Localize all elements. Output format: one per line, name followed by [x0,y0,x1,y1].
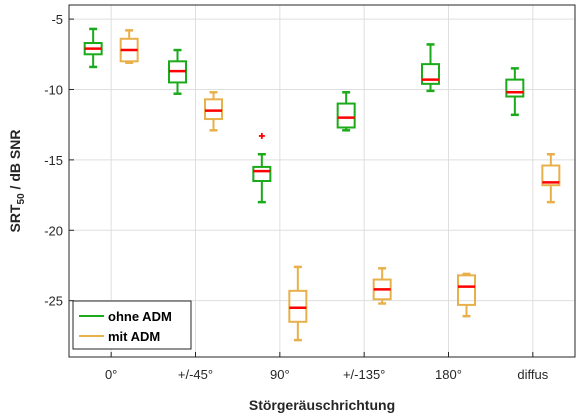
box-ohne-adm [168,48,187,95]
x-tick-label: +/-45° [178,367,213,382]
x-tick-label: 90° [270,367,290,382]
box-iqr [541,164,561,187]
box-ohne-adm [421,43,440,93]
y-tick-label: -10 [44,82,63,97]
box-ohne-adm [505,67,525,117]
y-axis-label-rest: / dB SNR [7,130,23,194]
y-tick-label: -25 [44,294,63,309]
legend-label-ohne-adm: ohne ADM [108,309,172,324]
plot-area [83,27,561,342]
box-iqr [252,165,272,182]
box-mit-adm [119,29,139,64]
x-tick-label: 180° [435,367,462,382]
box-mit-adm [204,91,223,132]
y-tick-label: -15 [44,153,63,168]
legend-box [72,300,192,350]
box-iqr [204,98,223,121]
box-mit-adm [457,272,476,318]
y-axis-label: SRT50 / dB SNR [7,130,27,233]
x-tick-label: +/-135° [343,367,385,382]
y-tick-label: -5 [51,12,63,27]
legend-label-mit-adm: mit ADM [108,329,160,344]
box-iqr [336,102,356,129]
y-tick-label: -20 [44,223,63,238]
x-tick-label: 0° [105,367,117,382]
box-iqr [505,78,525,98]
plot-frame [68,4,576,358]
box-iqr [288,289,308,323]
box-iqr [421,63,440,85]
grid [69,5,575,357]
box-ohne-adm [252,132,272,204]
y-axis-label-sub: 50 [16,193,27,205]
box-ohne-adm [83,27,103,69]
x-axis-label: Störgeräuschrichtung [249,397,395,413]
box-ohne-adm [336,91,356,132]
x-tick-label: diffus [517,367,548,382]
box-iqr [457,274,476,306]
y-axis-label-main: SRT [7,204,23,232]
box-mit-adm [288,265,308,342]
tick-labels: -25 -20 -15 -10 -5 0° +/-45° 90° +/-135° 180° diff… [44,12,549,382]
legend: ohne ADM mit ADM [72,300,192,350]
box-mit-adm [372,267,392,305]
box-mit-adm [541,152,561,204]
